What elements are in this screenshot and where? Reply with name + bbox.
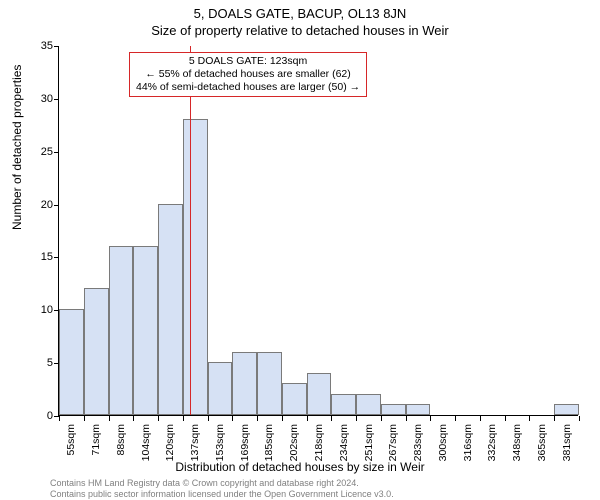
footer-line-1: Contains HM Land Registry data © Crown c… <box>50 478 394 488</box>
histogram-bar <box>183 119 208 415</box>
histogram-bar <box>356 394 381 415</box>
histogram-bar <box>257 352 282 415</box>
x-tick-mark <box>232 416 233 421</box>
histogram-bar <box>109 246 134 415</box>
y-tick-mark <box>54 46 59 47</box>
x-tick-mark <box>208 416 209 421</box>
x-tick-label: 267sqm <box>387 424 399 461</box>
y-tick-label: 35 <box>25 40 53 52</box>
annotation-box: 5 DOALS GATE: 123sqm← 55% of detached ho… <box>129 52 367 97</box>
y-tick-mark <box>54 152 59 153</box>
x-tick-mark <box>529 416 530 421</box>
x-tick-label: 71sqm <box>90 424 102 456</box>
x-tick-mark <box>331 416 332 421</box>
histogram-chart: 0510152025303555sqm71sqm88sqm104sqm120sq… <box>58 46 578 416</box>
x-tick-label: 332sqm <box>486 424 498 461</box>
reference-vline <box>190 46 191 415</box>
x-tick-label: 153sqm <box>214 424 226 461</box>
y-tick-label: 5 <box>25 357 53 369</box>
histogram-bar <box>158 204 183 415</box>
x-tick-mark <box>455 416 456 421</box>
histogram-bar <box>84 288 109 415</box>
x-tick-label: 120sqm <box>164 424 176 461</box>
histogram-bar <box>133 246 158 415</box>
x-tick-label: 202sqm <box>288 424 300 461</box>
x-tick-mark <box>133 416 134 421</box>
y-tick-mark <box>54 99 59 100</box>
x-tick-mark <box>257 416 258 421</box>
x-tick-mark <box>505 416 506 421</box>
x-tick-mark <box>158 416 159 421</box>
y-tick-label: 0 <box>25 410 53 422</box>
x-tick-mark <box>381 416 382 421</box>
x-tick-label: 365sqm <box>536 424 548 461</box>
x-tick-mark <box>579 416 580 421</box>
x-tick-label: 348sqm <box>511 424 523 461</box>
x-tick-label: 251sqm <box>363 424 375 461</box>
x-tick-label: 381sqm <box>561 424 573 461</box>
y-tick-label: 15 <box>25 251 53 263</box>
histogram-bar <box>59 309 84 415</box>
y-axis-label: Number of detached properties <box>10 65 24 230</box>
x-tick-label: 137sqm <box>189 424 201 461</box>
x-tick-label: 300sqm <box>437 424 449 461</box>
x-tick-label: 316sqm <box>462 424 474 461</box>
x-tick-mark <box>554 416 555 421</box>
histogram-bar <box>381 404 406 415</box>
x-tick-label: 104sqm <box>140 424 152 461</box>
y-tick-mark <box>54 257 59 258</box>
x-tick-label: 169sqm <box>239 424 251 461</box>
x-tick-label: 218sqm <box>313 424 325 461</box>
y-tick-label: 10 <box>25 304 53 316</box>
x-tick-label: 185sqm <box>263 424 275 461</box>
plot-area: 0510152025303555sqm71sqm88sqm104sqm120sq… <box>58 46 578 416</box>
histogram-bar <box>208 362 233 415</box>
histogram-bar <box>554 404 579 415</box>
page-title-sub: Size of property relative to detached ho… <box>0 21 600 38</box>
x-tick-mark <box>430 416 431 421</box>
y-tick-mark <box>54 205 59 206</box>
histogram-bar <box>331 394 356 415</box>
x-tick-label: 283sqm <box>412 424 424 461</box>
x-tick-mark <box>183 416 184 421</box>
x-tick-mark <box>109 416 110 421</box>
x-tick-label: 234sqm <box>338 424 350 461</box>
y-tick-label: 20 <box>25 199 53 211</box>
x-tick-mark <box>307 416 308 421</box>
histogram-bar <box>406 404 431 415</box>
annotation-line: 44% of semi-detached houses are larger (… <box>136 81 360 94</box>
x-tick-mark <box>406 416 407 421</box>
histogram-bar <box>282 383 307 415</box>
x-tick-mark <box>84 416 85 421</box>
x-axis-label: Distribution of detached houses by size … <box>0 460 600 474</box>
x-tick-label: 88sqm <box>115 424 127 456</box>
y-tick-label: 25 <box>25 146 53 158</box>
x-tick-mark <box>59 416 60 421</box>
x-tick-mark <box>282 416 283 421</box>
annotation-line: 5 DOALS GATE: 123sqm <box>136 55 360 68</box>
x-tick-label: 55sqm <box>65 424 77 456</box>
annotation-line: ← 55% of detached houses are smaller (62… <box>136 68 360 81</box>
histogram-bar <box>307 373 332 415</box>
x-tick-mark <box>480 416 481 421</box>
footer-line-2: Contains public sector information licen… <box>50 489 394 499</box>
histogram-bar <box>232 352 257 415</box>
y-tick-label: 30 <box>25 93 53 105</box>
page-title-address: 5, DOALS GATE, BACUP, OL13 8JN <box>0 0 600 21</box>
footer-attribution: Contains HM Land Registry data © Crown c… <box>50 478 394 499</box>
x-tick-mark <box>356 416 357 421</box>
